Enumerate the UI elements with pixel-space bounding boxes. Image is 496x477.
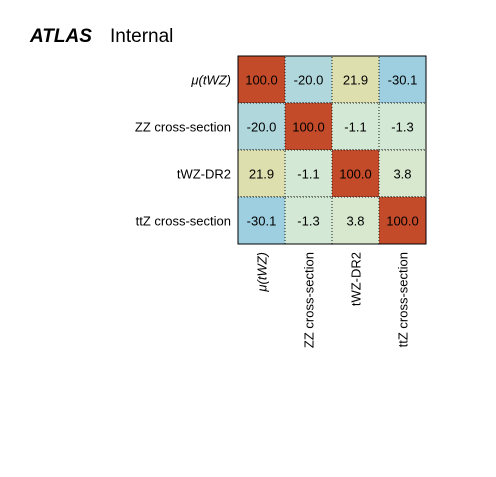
row-tick-label: ttZ cross-section [136,214,231,229]
heatmap-value-labels: 100.0 -20.0 21.9 -30.1 -20.0 100.0 -1.1 -1.3 21.… [245,73,419,229]
cell-value-label: -1.1 [344,120,366,135]
cell-value-label: 3.8 [346,214,364,229]
cell-value-label: -30.1 [247,214,277,229]
row-tick-label: μ(tWZ) [190,73,231,88]
column-tick-label: tWZ-DR2 [349,252,364,306]
cell-value-label: 100.0 [386,214,419,229]
cell-value-label: 21.9 [343,73,368,88]
heatmap-cell [284,102,333,151]
heatmap-cell [378,149,427,198]
heatmap-cells [237,55,427,245]
cell-value-label: -1.1 [297,167,319,182]
cell-value-label: -20.0 [294,73,324,88]
row-tick-labels: μ(tWZ) ZZ cross-section tWZ-DR2 ttZ cross-s… [135,73,231,229]
experiment-label: ATLAS [29,26,92,47]
row-tick-label: ZZ cross-section [135,120,231,135]
column-tick-label: ttZ cross-section [396,252,411,347]
row-tick-label: tWZ-DR2 [177,167,231,182]
column-tick-labels: μ(tWZ) ZZ cross-section tWZ-DR2 ttZ cross-s… [255,252,411,348]
heatmap-cell [237,149,286,198]
heatmap-cell [331,196,380,245]
status-label: Internal [110,26,173,47]
plot-frame [237,55,427,245]
cell-value-label: 3.8 [393,167,411,182]
heatmap-cell [378,196,427,245]
cell-value-label: -1.3 [297,214,319,229]
cell-value-label: 100.0 [292,120,325,135]
cell-value-label: 100.0 [339,167,372,182]
cell-value-label: -20.0 [247,120,277,135]
heatmap-cell [284,55,333,104]
column-tick-label: ZZ cross-section [302,252,317,348]
cell-value-label: 21.9 [249,167,274,182]
cell-value-label: -1.3 [391,120,413,135]
cell-value-label: 100.0 [245,73,278,88]
cell-value-label: -30.1 [388,73,418,88]
column-tick-label: μ(tWZ) [255,252,270,293]
